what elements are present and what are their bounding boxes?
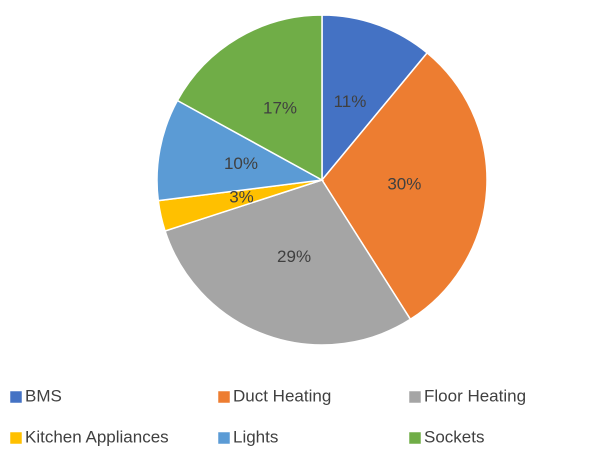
legend-swatch <box>217 390 231 404</box>
data-label: 29% <box>277 247 311 266</box>
legend-swatch <box>217 431 231 445</box>
legend-swatch <box>9 390 23 404</box>
pie-slice <box>321 14 429 183</box>
legend-swatch <box>9 431 23 445</box>
legend-label: Duct Heating <box>233 386 331 405</box>
data-label: 3% <box>229 187 254 206</box>
legend-swatch <box>408 390 422 404</box>
legend-label: Floor Heating <box>424 386 526 405</box>
legend-label: Lights <box>233 427 278 446</box>
pie-slice <box>321 51 488 321</box>
pie-slice <box>164 179 412 346</box>
legend-label: Sockets <box>424 427 484 446</box>
pie-slice <box>176 14 323 182</box>
data-label: 11% <box>334 92 367 111</box>
legend-swatch <box>408 431 422 445</box>
data-label: 10% <box>224 154 258 173</box>
data-label: 17% <box>263 98 297 117</box>
pie-slice <box>156 99 325 202</box>
legend-label: Kitchen Appliances <box>25 427 169 446</box>
data-label: 30% <box>387 175 421 194</box>
legend-label: BMS <box>25 386 62 405</box>
